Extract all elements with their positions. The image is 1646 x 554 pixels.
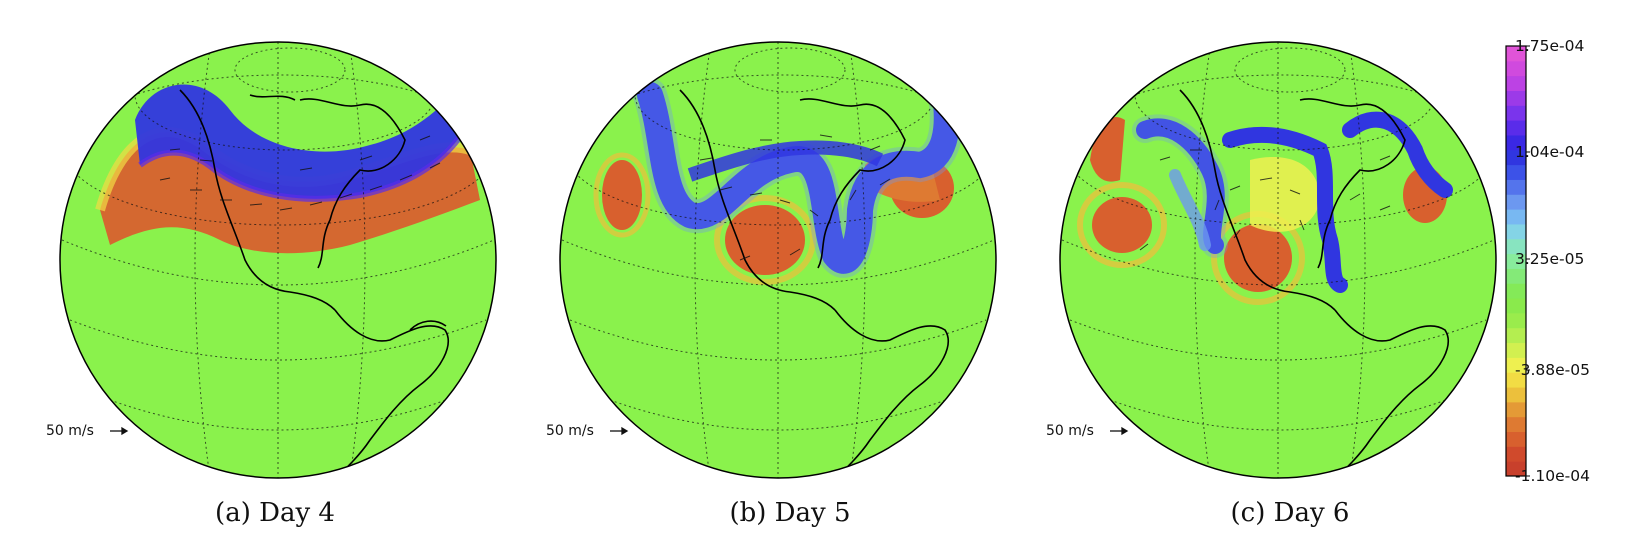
colorbar-segment: [1506, 357, 1526, 373]
scale-arrowhead: [121, 426, 129, 436]
colorbar-tick-label: 3.25e-05: [1515, 250, 1585, 268]
coastlines: [1179, 89, 1449, 478]
globe-outline: [59, 41, 497, 479]
colorbar-segment: [1506, 312, 1526, 329]
globe-outline: [559, 41, 997, 479]
colorbar-segment: [1506, 194, 1526, 210]
colorbar-segment: [1506, 209, 1526, 225]
colorbar-tick-label: -1.10e-04: [1515, 467, 1590, 485]
negative-vorticity-eddy: [1092, 197, 1152, 253]
scale-arrows: [110, 426, 1129, 436]
negative-vorticity-eddy: [1224, 224, 1292, 292]
wind-vectors: [159, 135, 441, 211]
wind-vectors: [699, 134, 891, 261]
panel-caption: (b) Day 5: [729, 498, 851, 528]
positive-vorticity-streamer: [1169, 169, 1211, 251]
positive-vorticity-streamer: [1342, 111, 1453, 198]
colorbar-segment: [1506, 342, 1526, 358]
colorbar-segment: [1506, 179, 1526, 195]
colorbar-segment: [1506, 164, 1526, 180]
colorbar-segment: [1506, 372, 1526, 388]
globe-panel-day5: [559, 41, 997, 479]
colorbar-segment: [1506, 60, 1526, 77]
colorbar-segment: [1506, 90, 1526, 106]
positive-vorticity-meander: [637, 82, 960, 274]
colorbar-segment: [1506, 431, 1526, 447]
coastlines: [679, 89, 949, 478]
colorbar-segment: [1506, 327, 1526, 344]
scale-arrowhead: [621, 426, 629, 436]
panel-caption: (c) Day 6: [1230, 498, 1350, 528]
scale-label: 50 m/s: [1046, 423, 1094, 439]
eddy-rim: [1077, 182, 1167, 268]
negative-vorticity-band: [1090, 116, 1125, 182]
globe-panel-day6: [1059, 41, 1497, 479]
colorbar-segment: [1506, 253, 1526, 269]
colorbar-segment: [1506, 75, 1526, 91]
meander-upper: [687, 140, 884, 182]
scale-label: 50 m/s: [546, 423, 594, 439]
meander-edge: [633, 78, 964, 278]
colorbar-segment: [1506, 461, 1526, 477]
colorbar-segment: [1506, 401, 1526, 418]
colorbar-segment: [1506, 223, 1526, 240]
panel-caption: (a) Day 4: [215, 498, 335, 528]
colorbar-outline: [1505, 45, 1527, 477]
colorbar-segment: [1506, 46, 1526, 62]
colorbar-segment: [1506, 283, 1526, 299]
positive-vorticity-streamer: [1222, 126, 1348, 293]
colorbar: [1506, 45, 1530, 477]
colorbar-segment: [1506, 134, 1526, 151]
colorbar-tick-label: 1.04e-04: [1515, 143, 1585, 161]
globe-outline: [1059, 41, 1497, 479]
colorbar-segment: [1506, 149, 1526, 166]
eddy-rim: [593, 152, 651, 238]
colorbar-segment: [1506, 446, 1526, 462]
colorbar-segment: [1506, 238, 1526, 255]
colorbar-segment: [1506, 416, 1526, 433]
colorbar-tick-label: -3.88e-05: [1515, 361, 1590, 379]
colorbar-tick-label: 1.75e-04: [1515, 37, 1585, 55]
globe-panel-day4: [59, 41, 497, 479]
scale-label: 50 m/s: [46, 423, 94, 439]
colorbar-segment: [1506, 268, 1526, 284]
weak-anticyclone: [1250, 156, 1320, 232]
eddy-rim: [714, 195, 816, 285]
colorbar-segment: [1506, 105, 1526, 121]
wind-vectors: [1139, 149, 1391, 251]
colorbar-segment: [1506, 298, 1526, 314]
negative-vorticity-eddy: [602, 160, 642, 230]
scale-arrowhead: [1121, 426, 1129, 436]
coastlines: [179, 89, 449, 478]
band-edge-b: [138, 118, 473, 202]
colorbar-segment: [1506, 120, 1526, 136]
colorbar-segment: [1506, 387, 1526, 403]
